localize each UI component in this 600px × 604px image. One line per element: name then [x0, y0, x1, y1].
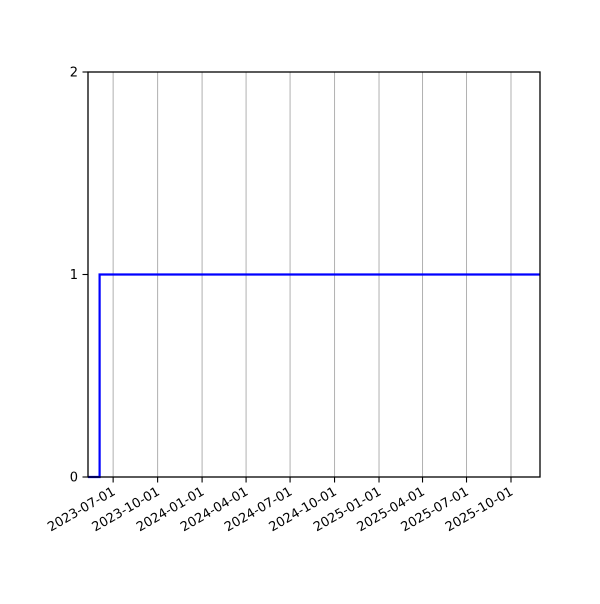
tick-labels-layer: 2023-07-012023-10-012024-01-012024-04-01… — [45, 66, 516, 536]
series-layer — [88, 273, 540, 479]
y-tick-label: 1 — [70, 268, 78, 283]
ticks-layer — [82, 71, 512, 483]
data-line — [88, 273, 540, 479]
y-tick-label: 2 — [70, 66, 78, 81]
y-tick-label: 0 — [70, 471, 78, 486]
